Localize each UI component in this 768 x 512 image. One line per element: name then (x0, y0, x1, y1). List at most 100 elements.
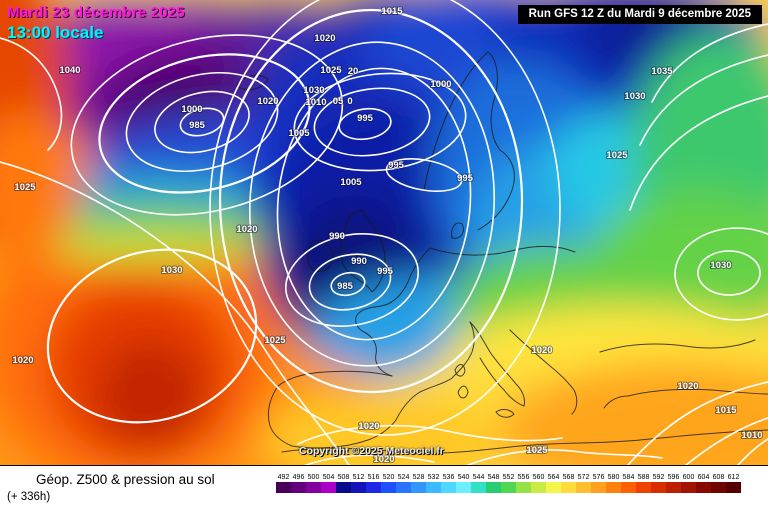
scale-step: 540 (456, 473, 471, 493)
scale-step-value: 568 (562, 474, 575, 481)
scale-step: 528 (411, 473, 426, 493)
scale-step-swatch (396, 482, 411, 493)
pressure-label: 1005 (288, 128, 310, 139)
scale-step-swatch (516, 482, 531, 493)
scale-step: 544 (471, 473, 486, 493)
scale-step-swatch (576, 482, 591, 493)
scale-step-swatch (546, 482, 561, 493)
scale-step-swatch (681, 482, 696, 493)
pressure-label: 1040 (59, 65, 80, 76)
valid-time-label: 13:00 locale (7, 23, 104, 42)
scale-step-value: 596 (667, 474, 680, 481)
pressure-label: 1015 (715, 405, 737, 416)
scale-step-swatch (381, 482, 396, 493)
scale-step: 496 (291, 473, 306, 493)
pressure-label: 1020 (12, 355, 33, 366)
pressure-label: 1020 (677, 381, 698, 392)
pressure-label: 1020 (358, 421, 379, 432)
scale-step-swatch (486, 482, 501, 493)
scale-step: 600 (681, 473, 696, 493)
pressure-label: 1010 (741, 430, 762, 441)
scale-step-value: 540 (457, 474, 470, 481)
scale-step: 516 (366, 473, 381, 493)
pressure-label: 1025 (320, 65, 342, 76)
scale-step-value: 532 (427, 474, 440, 481)
pressure-label: 20 (348, 66, 359, 77)
scale-step: 548 (486, 473, 501, 493)
run-info-box: Run GFS 12 Z du Mardi 9 décembre 2025 (517, 5, 762, 24)
scale-step-value: 564 (547, 474, 560, 481)
scale-step-value: 492 (277, 474, 290, 481)
scale-step: 572 (576, 473, 591, 493)
pressure-label: 995 (377, 266, 394, 277)
scale-step-value: 600 (682, 474, 695, 481)
scale-step: 580 (606, 473, 621, 493)
pressure-label: 1010 (305, 97, 326, 108)
scale-step-swatch (666, 482, 681, 493)
pressure-label: 1030 (161, 265, 182, 276)
scale-step-value: 500 (307, 474, 320, 481)
scale-step-swatch (636, 482, 651, 493)
scale-step: 604 (696, 473, 711, 493)
scale-step: 532 (426, 473, 441, 493)
scale-step: 584 (621, 473, 636, 493)
pressure-label: 1030 (624, 91, 645, 102)
scale-step-value: 512 (352, 474, 365, 481)
scale-step-swatch (471, 482, 486, 493)
scale-step-value: 576 (592, 474, 605, 481)
scale-step-value: 544 (472, 474, 485, 481)
scale-step-swatch (591, 482, 606, 493)
scale-step-value: 548 (487, 474, 500, 481)
pressure-label: 1025 (264, 335, 286, 346)
scale-step-value: 604 (697, 474, 710, 481)
scale-step-swatch (441, 482, 456, 493)
scale-step-value: 524 (397, 474, 410, 481)
scale-step-value: 608 (712, 474, 725, 481)
pressure-label: 0 (347, 96, 352, 107)
scale-step-value: 588 (637, 474, 650, 481)
scale-step-swatch (651, 482, 666, 493)
scale-step-value: 560 (532, 474, 545, 481)
pressure-label: 990 (329, 231, 345, 242)
scale-step-value: 536 (442, 474, 455, 481)
scale-step: 596 (666, 473, 681, 493)
scale-step: 508 (336, 473, 351, 493)
scale-step-swatch (711, 482, 726, 493)
scale-step: 552 (501, 473, 516, 493)
scale-step-value: 496 (292, 474, 305, 481)
scale-step: 504 (321, 473, 336, 493)
copyright-label: Copyright ©2025 Meteociel.fr (299, 445, 444, 457)
scale-step: 520 (381, 473, 396, 493)
scale-step: 568 (561, 473, 576, 493)
pressure-label: 1025 (606, 150, 628, 161)
scale-step-swatch (366, 482, 381, 493)
run-info-label: Run GFS 12 Z du Mardi 9 décembre 2025 (528, 8, 751, 20)
scale-step: 492 (276, 473, 291, 493)
pressure-label: 1020 (314, 33, 335, 44)
scale-step-swatch (561, 482, 576, 493)
legend-bar: Géop. Z500 & pression au sol (+ 336h) 49… (0, 465, 768, 512)
scale-step-swatch (291, 482, 306, 493)
scale-step-value: 580 (607, 474, 620, 481)
pressure-label: 1015 (381, 6, 403, 17)
pressure-label: 995 (457, 173, 474, 184)
pressure-label: 05 (333, 96, 344, 107)
pressure-label: 1030 (710, 260, 731, 271)
scale-step-value: 572 (577, 474, 590, 481)
pressure-label-layer: 1015 1020 1025 20 1030 1020 1010 05 0 1000 985 1005… (11, 5, 763, 465)
scale-step: 500 (306, 473, 321, 493)
scale-step-value: 584 (622, 474, 635, 481)
pressure-label: 1020 (531, 345, 552, 356)
scale-step-value: 528 (412, 474, 425, 481)
pressure-label: 1020 (257, 96, 278, 107)
pressure-label: 1030 (303, 85, 324, 96)
scale-step: 612 (726, 473, 741, 493)
scale-step-swatch (351, 482, 366, 493)
scale-step-swatch (621, 482, 636, 493)
scale-step-swatch (726, 482, 741, 493)
scale-step-value: 612 (727, 474, 740, 481)
geopotential-field (0, 0, 768, 465)
scale-step-swatch (411, 482, 426, 493)
scale-step: 560 (531, 473, 546, 493)
